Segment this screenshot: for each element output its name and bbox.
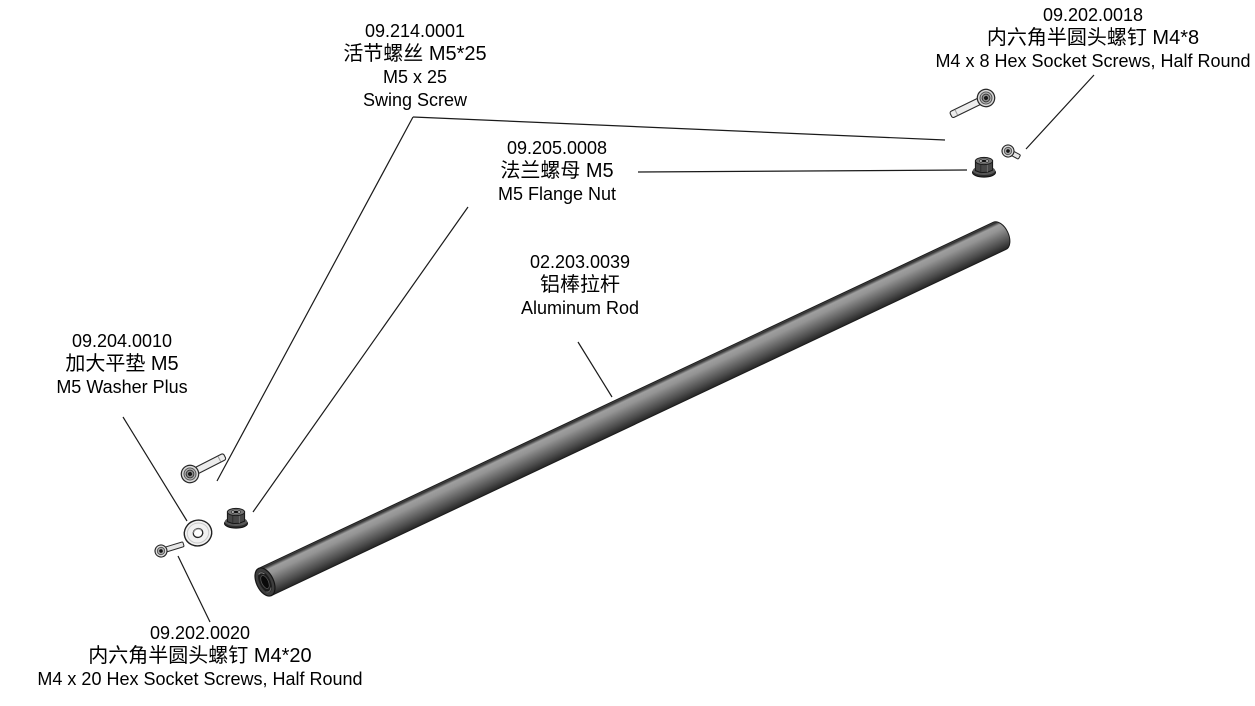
part-name-en: M4 x 20 Hex Socket Screws, Half Round	[37, 669, 363, 689]
part-number: 09.202.0018	[1042, 5, 1144, 25]
part-name-cn: 内六角半圆头螺钉 M4*20	[88, 645, 312, 667]
leader-aluminum-rod	[577, 341, 613, 398]
part-number: 02.203.0039	[529, 252, 631, 272]
leader-flange-nut-to-bottom	[252, 206, 469, 513]
leader-washer	[122, 416, 188, 522]
part-name-cn: 活节螺丝 M5*25	[343, 43, 487, 65]
part-name-en: Swing Screw	[362, 90, 468, 110]
part-number: 09.214.0001	[364, 21, 466, 41]
part-name-cn: 法兰螺母 M5	[500, 160, 614, 182]
label-hex-screw-m4x8: 09.202.0018 内六角半圆头螺钉 M4*8 M4 x 8 Hex Soc…	[935, 4, 1250, 73]
leader-swing-screw-to-top	[412, 116, 946, 141]
leader-lines	[122, 74, 1095, 623]
leader-m4x8-screw	[1025, 74, 1095, 150]
label-hex-screw-m4x20: 09.202.0020 内六角半圆头螺钉 M4*20 M4 x 20 Hex S…	[37, 622, 362, 691]
aluminum-rod-part	[254, 221, 1011, 597]
part-number: 09.205.0008	[506, 138, 608, 158]
part-number: 09.202.0020	[149, 623, 251, 643]
leader-m4x20-screw	[177, 555, 211, 623]
washer-part	[183, 519, 213, 547]
part-name-en: Aluminum Rod	[520, 298, 640, 318]
part-name-cn: 加大平垫 M5	[65, 353, 179, 375]
part-name-cn: 内六角半圆头螺钉 M4*8	[986, 27, 1200, 49]
m4x8-screw-part	[999, 142, 1021, 160]
part-name-en: M5 Washer Plus	[56, 377, 188, 397]
label-washer-m5: 09.204.0010 加大平垫 M5 M5 Washer Plus	[56, 330, 187, 399]
part-number: 09.204.0010	[71, 331, 173, 351]
label-flange-nut: 09.205.0008 法兰螺母 M5 M5 Flange Nut	[498, 137, 616, 206]
leader-swing-screw-to-bottom	[216, 116, 414, 482]
flange-nut-part-bottom	[224, 507, 248, 529]
label-aluminum-rod: 02.203.0039 铝棒拉杆 Aluminum Rod	[521, 251, 639, 320]
flange-nut-part-top	[972, 156, 996, 178]
swing-screw-part-top	[946, 85, 999, 124]
part-name-cn: 铝棒拉杆	[539, 274, 620, 296]
part-name-en: M5 Flange Nut	[497, 184, 617, 204]
part-name-en: M4 x 8 Hex Socket Screws, Half Round	[935, 51, 1251, 71]
swing-screw-part-bottom	[177, 447, 230, 487]
label-swing-screw: 09.214.0001 活节螺丝 M5*25 M5 x 25 Swing Scr…	[343, 20, 486, 112]
m4x20-screw-part	[152, 541, 185, 560]
part-spec: M5 x 25	[382, 67, 448, 87]
leader-flange-nut-to-top	[637, 169, 968, 173]
